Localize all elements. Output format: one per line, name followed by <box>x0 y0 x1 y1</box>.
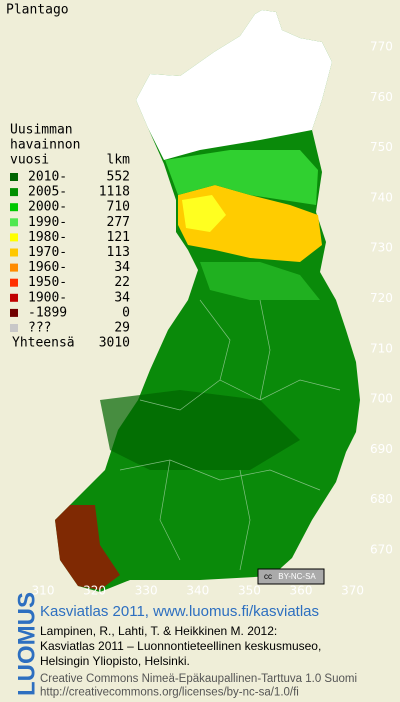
boundary <box>139 379 341 411</box>
legend-total: 3010 <box>99 336 130 351</box>
legend-swatch <box>10 324 18 332</box>
boundary <box>119 459 321 491</box>
badge-cc: cc <box>264 572 272 581</box>
logo: LUOMUS <box>13 592 40 696</box>
y-tick-label: 730 <box>370 241 393 255</box>
y-tick-label: 720 <box>370 291 393 305</box>
map-dense-area <box>100 390 300 470</box>
title: Plantago <box>6 3 69 18</box>
boundary <box>199 299 271 401</box>
legend-label: 1900- <box>28 290 67 305</box>
legend-label: 1950- <box>28 275 67 290</box>
legend-label: ??? <box>28 321 51 336</box>
legend-total-label: Yhteensä <box>12 336 75 351</box>
y-tick-label: 690 <box>370 442 393 456</box>
legend-heading: lkm <box>107 153 131 168</box>
legend-label: -1899 <box>28 305 67 320</box>
legend-heading: havainnon <box>10 138 80 153</box>
x-tick-label: 360 <box>290 584 313 598</box>
legend-heading: vuosi <box>10 153 49 168</box>
footer: LUOMUS Kasviatlas 2011, www.luomus.fi/ka… <box>13 592 357 699</box>
legend-count: 22 <box>114 275 130 290</box>
y-tick-label: 710 <box>370 341 393 355</box>
legend-count: 277 <box>107 215 130 230</box>
x-tick-label: 310 <box>32 584 55 598</box>
y-tick-label: 680 <box>370 492 393 506</box>
badge-box <box>257 568 325 585</box>
legend-label: 1960- <box>28 260 67 275</box>
license-text: Creative Commons Nimeä-Epäkaupallinen-Ta… <box>40 673 357 699</box>
license-badge: cc BY-NC-SA <box>257 568 325 585</box>
map-old-area <box>55 505 120 590</box>
legend-label: 1970- <box>28 245 67 260</box>
map-recent-area <box>200 262 320 300</box>
x-tick-label: 350 <box>238 584 261 598</box>
legend-count: 29 <box>114 321 130 336</box>
y-tick-label: 760 <box>370 90 393 104</box>
x-tick-label: 370 <box>341 584 364 598</box>
x-tick-label: 340 <box>186 584 209 598</box>
legend-swatch <box>10 293 18 302</box>
legend-count: 113 <box>107 245 130 260</box>
legend-swatch <box>10 233 18 242</box>
y-tick-label: 740 <box>370 190 393 204</box>
legend-swatch <box>10 173 18 181</box>
legend-swatch <box>10 218 18 227</box>
legend-label: 1990- <box>28 215 67 230</box>
legend-swatch <box>10 188 18 197</box>
legend-count: 0 <box>122 305 130 320</box>
map <box>55 10 360 592</box>
x-tick-label: 330 <box>135 584 158 598</box>
legend-count: 34 <box>114 260 130 275</box>
legend-count: 121 <box>107 230 130 245</box>
citation-line: Kasviatlas 2011 – Luonnontieteellinen ke… <box>40 639 321 653</box>
license-line: http://creativecommons.org/licenses/by-n… <box>40 687 299 699</box>
citation-line: Helsingin Yliopisto, Helsinki. <box>40 654 190 668</box>
legend-label: 2000- <box>28 200 67 215</box>
map-boundaries <box>119 299 341 571</box>
citation: Lampinen, R., Lahti, T. & Heikkinen M. 2… <box>40 624 321 668</box>
citation-line: Lampinen, R., Lahti, T. & Heikkinen M. 2… <box>40 624 277 638</box>
legend-label: 2010- <box>28 170 67 185</box>
y-tick-label: 700 <box>370 392 393 406</box>
legend-count: 1118 <box>99 185 130 200</box>
y-tick-label: 770 <box>370 40 393 54</box>
axis-ticks: 770 760 750 740 730 720 710 700 690 680 670 310 320 3… <box>32 40 393 598</box>
badge-license: BY-NC-SA <box>278 572 316 581</box>
x-tick-label: 320 <box>83 584 106 598</box>
legend: Uusimman havainnon vuosi lkm Yhteensä 30… <box>10 123 130 351</box>
y-tick-label: 670 <box>370 543 393 557</box>
legend-count: 34 <box>114 290 130 305</box>
boundary <box>159 459 251 571</box>
map-unsurveyed <box>136 10 332 160</box>
legend-label: 2005- <box>28 185 67 200</box>
legend-swatch <box>10 308 18 317</box>
license-line: Creative Commons Nimeä-Epäkaupallinen-Ta… <box>40 673 357 685</box>
legend-label: 1980- <box>28 230 67 245</box>
y-tick-label: 750 <box>370 140 393 154</box>
legend-count: 710 <box>107 200 130 215</box>
footer-link: Kasviatlas 2011, www.luomus.fi/kasviatla… <box>40 603 319 620</box>
legend-swatch <box>10 263 18 272</box>
legend-swatch <box>10 248 18 257</box>
legend-heading: Uusimman <box>10 123 73 138</box>
legend-swatch <box>10 203 18 212</box>
map-recent-area <box>165 150 318 205</box>
legend-swatch <box>10 278 18 287</box>
legend-count: 552 <box>107 170 130 185</box>
map-older-area <box>182 195 226 232</box>
